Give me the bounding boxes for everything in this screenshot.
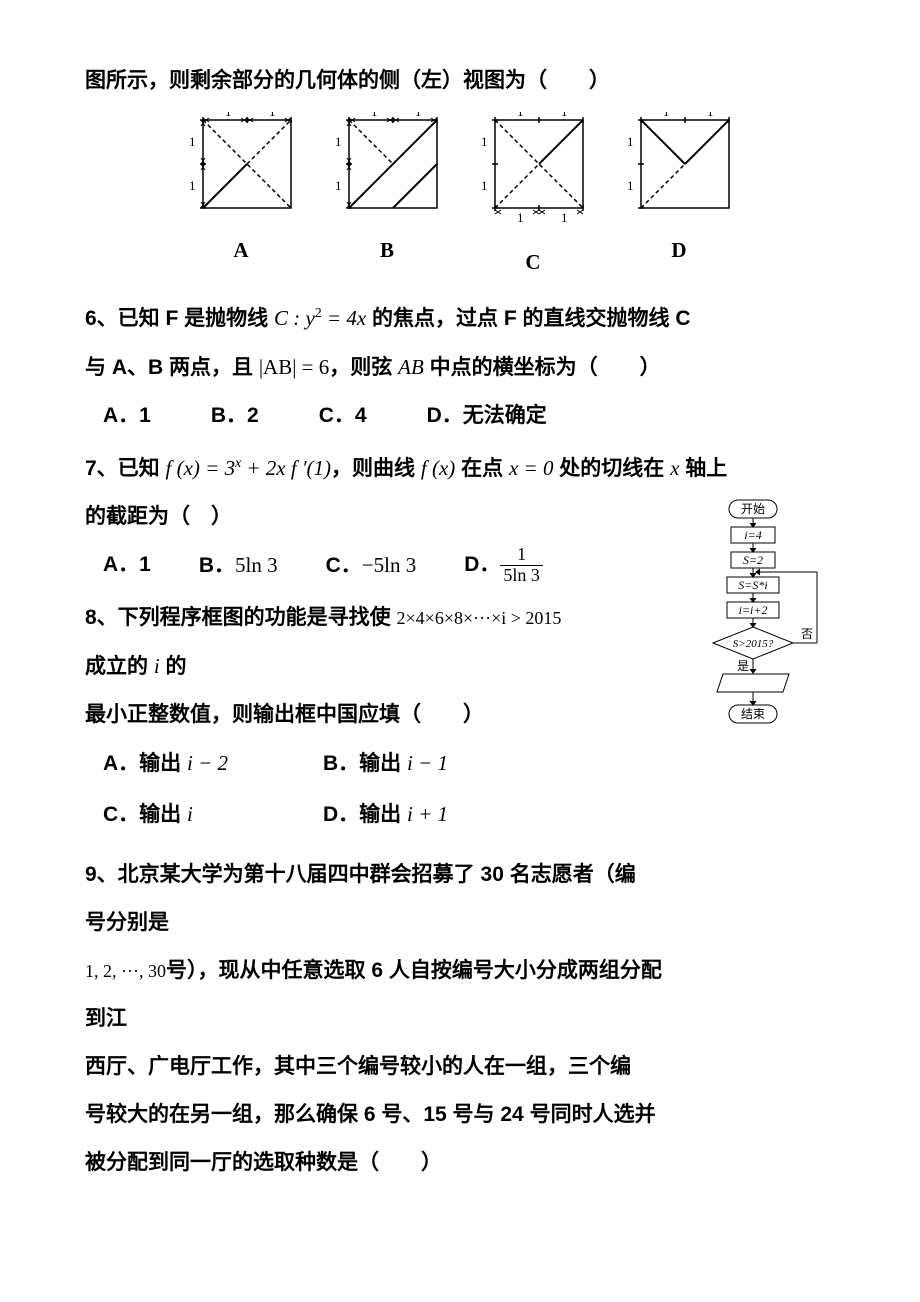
svg-text:1: 1	[627, 134, 634, 149]
q6-formula: C : y2 = 4x	[274, 306, 366, 330]
svg-text:S=S*i: S=S*i	[738, 578, 767, 592]
q7-line1: 7、已知 f (x) = 3x + 2x f ′(1)，则曲线 f (x) 在点…	[85, 447, 835, 490]
svg-text:开始: 开始	[741, 502, 765, 516]
q9-l5: 西厅、广电厅工作，其中三个编号较小的人在一组，三个编	[85, 1046, 835, 1088]
svg-text:1: 1	[517, 210, 524, 224]
q6-options: A．1 B．2 C．4 D．无法确定	[85, 395, 835, 437]
q8-prod: 2×4×6×8×···×i > 2015	[397, 608, 562, 628]
q6-mid: 的焦点，过点 F 的直线交抛物线 C	[366, 307, 690, 330]
q6-ab: AB	[398, 355, 424, 379]
svg-text:i=i+2: i=i+2	[739, 603, 768, 617]
svg-text:是: 是	[737, 659, 749, 673]
q7-opt-d: 15ln 3	[500, 545, 543, 586]
svg-text:1: 1	[269, 112, 276, 119]
q8-opt-b-m: i − 1	[407, 751, 448, 775]
q8-opt-d-m: i + 1	[407, 802, 448, 826]
svg-text:否: 否	[801, 627, 813, 641]
svg-text:1: 1	[663, 112, 670, 119]
q7-mid2: 在点	[455, 457, 509, 480]
svg-text:1: 1	[335, 178, 342, 193]
q5-stem: 图所示，则剩余部分的几何体的侧（左）视图为（ ）	[85, 60, 835, 102]
q7-tail2: 轴上	[679, 457, 727, 480]
q8-opt-b-t: 输出	[359, 752, 407, 775]
q8-l2b: 的	[160, 655, 187, 678]
q9-l7: 被分配到同一厅的选取种数是（ ）	[85, 1142, 835, 1184]
q5-label-c: C	[475, 241, 591, 283]
q6-prefix: 6、已知 F 是抛物线	[85, 307, 274, 330]
svg-text:S>2015?: S>2015?	[733, 638, 774, 650]
q9-l3b: 号），现从中任意选取 6 人自按编号大小分成两组分配	[166, 959, 662, 982]
q6-opt-d: 无法确定	[463, 404, 547, 427]
svg-text:1: 1	[481, 134, 488, 149]
q5-svg-b: 1 1 1 1	[329, 112, 445, 212]
q5-label-a: A	[183, 229, 299, 271]
q7-tail: 处的切线在	[553, 457, 670, 480]
svg-text:1: 1	[189, 178, 196, 193]
svg-text:1: 1	[561, 210, 568, 224]
q6-ab-abs: |AB| = 6	[259, 355, 329, 379]
q6-opt-c: 4	[355, 404, 367, 427]
q7-fx: f (x) = 3x + 2x f ′(1)	[166, 456, 332, 480]
q8-opt-c-m: i	[187, 802, 193, 826]
flowchart-svg: 开始 i=4 S=2 S=S*i i=i+2 S>2015? 否	[697, 498, 832, 758]
q5-svg-a: 1 1 1 1	[183, 112, 299, 212]
q8-prefix: 8、下列程序框图的功能是寻找使	[85, 606, 397, 629]
q8-opt-c-t: 输出	[139, 803, 187, 826]
svg-text:1: 1	[335, 134, 342, 149]
q7-fx2: f (x)	[421, 456, 455, 480]
q9-l4: 到江	[85, 998, 835, 1040]
q7-opt-b: 5ln 3	[235, 553, 278, 577]
q7-mid: ，则曲线	[331, 457, 421, 480]
svg-text:1: 1	[707, 112, 714, 119]
q9-l2: 号分别是	[85, 902, 835, 944]
q6-l2a: 与 A、B 两点，且	[85, 356, 259, 379]
q9-l6: 号较大的在另一组，那么确保 6 号、15 号与 24 号同时人选并	[85, 1094, 835, 1136]
q5-dia-c: 1 1 1 1 1 1 C	[475, 112, 591, 283]
q5-dia-b: 1 1 1 1 B	[329, 112, 445, 283]
q6-opt-a: 1	[139, 404, 151, 427]
svg-text:1: 1	[561, 112, 568, 119]
svg-text:1: 1	[517, 112, 524, 119]
svg-text:1: 1	[481, 178, 488, 193]
q6-l2c: 中点的横坐标为（ ）	[424, 356, 661, 379]
q8-opt-d-t: 输出	[359, 803, 407, 826]
svg-text:1: 1	[627, 178, 634, 193]
q5-dia-d: 1 1 1 1 D	[621, 112, 737, 283]
svg-text:1: 1	[371, 112, 378, 119]
q8-opt-a-m: i − 2	[187, 751, 228, 775]
svg-text:1: 1	[189, 134, 196, 149]
q7-opt-c: −5ln 3	[362, 553, 416, 577]
q7-prefix: 7、已知	[85, 457, 166, 480]
q5-diagrams: 1 1 1 1 A 1	[85, 112, 835, 283]
q9-l3: 1, 2, ···, 30号），现从中任意选取 6 人自按编号大小分成两组分配	[85, 950, 835, 992]
svg-text:1: 1	[225, 112, 232, 119]
q5-label-d: D	[621, 229, 737, 271]
svg-text:结束: 结束	[741, 707, 765, 721]
q6-opt-b: 2	[247, 404, 259, 427]
q5-svg-c: 1 1 1 1 1 1	[475, 112, 591, 224]
q5-svg-d: 1 1 1 1	[621, 112, 737, 212]
q7-opt-a: 1	[139, 553, 151, 576]
flowchart: 开始 i=4 S=2 S=S*i i=i+2 S>2015? 否	[697, 498, 832, 773]
svg-text:1: 1	[415, 112, 422, 119]
q9-nums: 1, 2, ···, 30	[85, 961, 166, 981]
q8-opt-a-t: 输出	[139, 752, 187, 775]
q6-l2b: ，则弦	[329, 356, 398, 379]
q5-label-b: B	[329, 229, 445, 271]
svg-text:S=2: S=2	[743, 553, 763, 567]
q5-dia-a: 1 1 1 1 A	[183, 112, 299, 283]
q8-l2: 成立的	[85, 655, 154, 678]
q8-options: A．输出 i − 2 B．输出 i − 1 C．输出 i D．输出 i + 1	[85, 742, 585, 844]
q9-l1: 9、北京某大学为第十八届四中群会招募了 30 名志愿者（编	[85, 854, 835, 896]
q6-line2: 与 A、B 两点，且 |AB| = 6，则弦 AB 中点的横坐标为（ ）	[85, 346, 835, 389]
q6-line1: 6、已知 F 是抛物线 C : y2 = 4x 的焦点，过点 F 的直线交抛物线…	[85, 297, 835, 340]
q7-x0: x = 0	[509, 456, 554, 480]
svg-text:i=4: i=4	[744, 528, 761, 542]
